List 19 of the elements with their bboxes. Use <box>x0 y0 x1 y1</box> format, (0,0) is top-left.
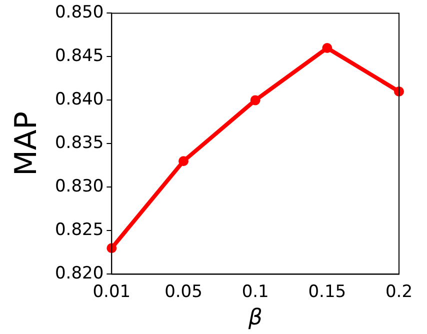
point <box>106 243 117 254</box>
point <box>322 43 332 53</box>
x-tick-label: 0.01 <box>92 282 131 302</box>
x-tick-label: 0.05 <box>164 282 202 302</box>
x-axis-title: β <box>247 306 262 331</box>
y-tick-label: 0.845 <box>54 46 104 66</box>
y-tick-label: 0.825 <box>54 220 104 240</box>
y-tick-label: 0.830 <box>54 176 104 197</box>
x-tick-label: 0.2 <box>385 282 413 302</box>
point <box>394 86 404 96</box>
y-tick-label: 0.835 <box>54 133 104 154</box>
point <box>178 156 188 166</box>
y-tick-label: 0.850 <box>54 2 104 23</box>
y-tick-label: 0.840 <box>54 90 104 110</box>
x-tick-label: 0.15 <box>308 282 346 302</box>
point <box>250 95 260 106</box>
x-tick-label: 0.1 <box>242 282 269 302</box>
y-tick-label: 0.820 <box>54 264 104 284</box>
y-axis-title: MAP <box>8 111 44 176</box>
